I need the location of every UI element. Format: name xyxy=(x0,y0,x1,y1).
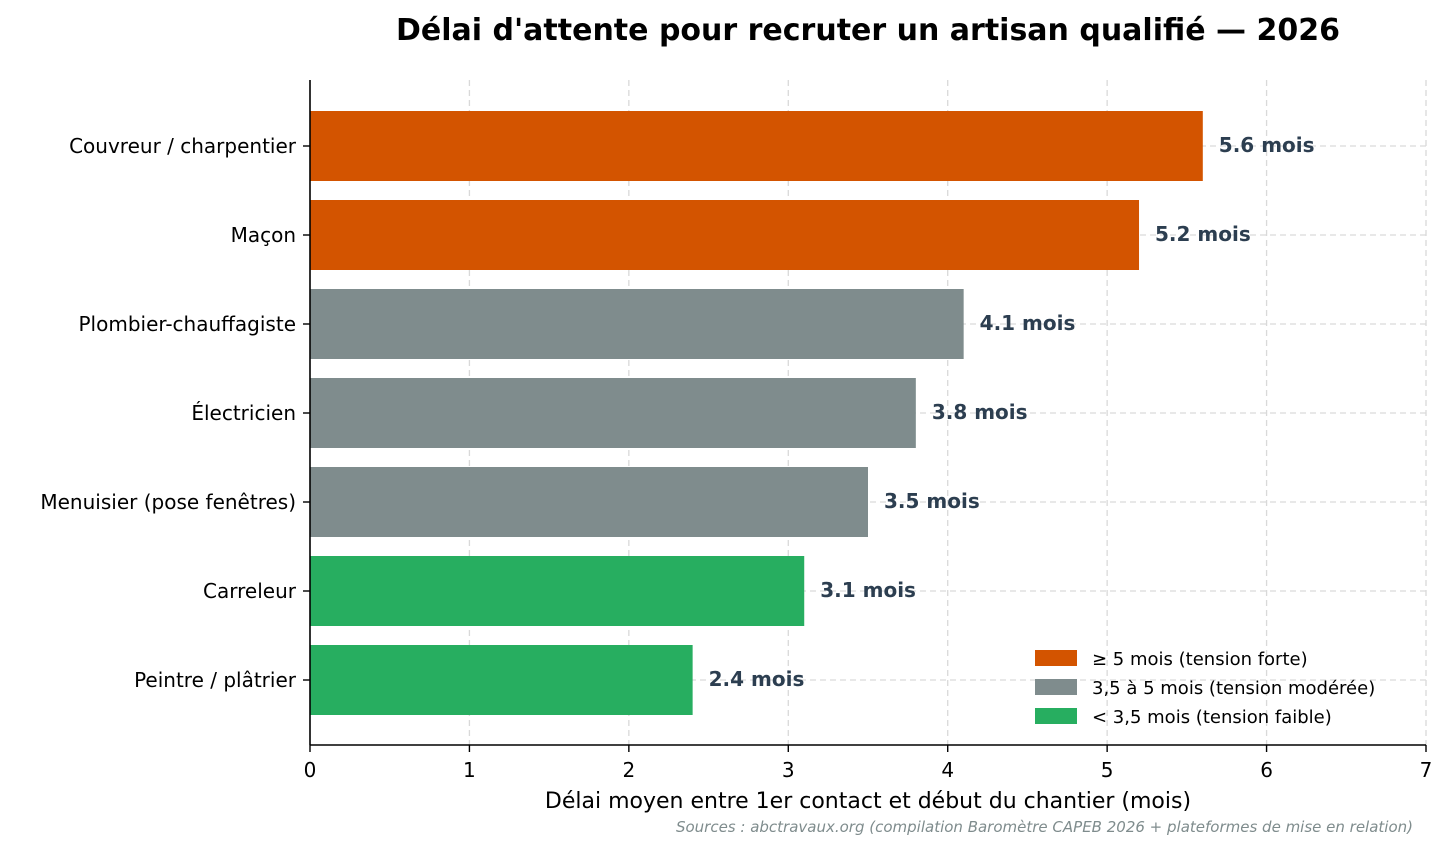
x-ticks: 0 1 2 3 4 5 6 7 xyxy=(303,145,1433,782)
bar-value-label: 3.8 mois xyxy=(932,400,1028,424)
bar-value-label: 4.1 mois xyxy=(980,311,1076,335)
category-label: Couvreur / charpentier xyxy=(69,134,297,158)
x-axis-label: Délai moyen entre 1er contact et début d… xyxy=(545,789,1191,814)
source-note: Sources : abctravaux.org (compilation Ba… xyxy=(676,818,1413,836)
legend-swatch xyxy=(1035,708,1077,724)
category-label: Menuisier (pose fenêtres) xyxy=(40,490,296,514)
category-label: Peintre / plâtrier xyxy=(134,668,297,692)
x-tick-label: 7 xyxy=(1420,758,1433,782)
bars xyxy=(310,111,1203,715)
category-label: Maçon xyxy=(231,223,296,247)
legend: ≥ 5 mois (tension forte) 3,5 à 5 mois (te… xyxy=(1035,649,1375,728)
x-tick-label: 1 xyxy=(463,758,476,782)
x-tick-label: 4 xyxy=(941,758,954,782)
bar xyxy=(310,378,916,448)
legend-swatch xyxy=(1035,679,1077,695)
bar-value-label: 5.2 mois xyxy=(1155,222,1251,246)
category-label: Plombier-chauffagiste xyxy=(78,312,296,336)
bar xyxy=(310,467,868,537)
value-labels: 5.6 mois 5.2 mois 4.1 mois 3.8 mois 3.5 mois… xyxy=(709,133,1315,691)
bar xyxy=(310,200,1140,270)
x-tick-label: 2 xyxy=(622,758,635,782)
bar xyxy=(310,645,693,715)
legend-swatch xyxy=(1035,650,1077,666)
legend-label: < 3,5 mois (tension faible) xyxy=(1092,707,1332,728)
bar-value-label: 2.4 mois xyxy=(709,667,805,691)
category-labels: Couvreur / charpentier Maçon Plombier-chau… xyxy=(40,134,296,692)
bar-value-label: 3.5 mois xyxy=(884,489,980,513)
bar xyxy=(310,289,964,359)
bar xyxy=(310,111,1203,181)
category-label: Carreleur xyxy=(203,579,297,603)
category-label: Électricien xyxy=(191,401,296,425)
legend-label: 3,5 à 5 mois (tension modérée) xyxy=(1092,678,1375,699)
x-tick-label: 6 xyxy=(1260,758,1273,782)
bar-value-label: 5.6 mois xyxy=(1219,133,1315,157)
x-tick-label: 5 xyxy=(1101,758,1114,782)
x-tick-label: 0 xyxy=(304,758,317,782)
legend-label: ≥ 5 mois (tension forte) xyxy=(1092,649,1308,670)
x-tick-label: 3 xyxy=(782,758,795,782)
bar xyxy=(310,556,805,626)
chart-title: Délai d'attente pour recruter un artisan… xyxy=(396,13,1340,48)
bar-value-label: 3.1 mois xyxy=(820,578,916,602)
